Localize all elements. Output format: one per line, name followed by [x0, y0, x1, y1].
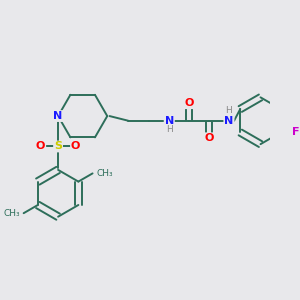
Text: O: O	[204, 133, 214, 143]
Text: N: N	[224, 116, 234, 126]
Text: N: N	[53, 111, 63, 121]
Text: F: F	[292, 128, 300, 137]
Text: H: H	[166, 125, 172, 134]
Text: CH₃: CH₃	[96, 169, 113, 178]
Text: CH₃: CH₃	[4, 209, 20, 218]
Text: O: O	[184, 98, 194, 108]
Text: H: H	[226, 106, 232, 116]
Text: S: S	[54, 142, 62, 152]
Text: O: O	[71, 142, 80, 152]
Text: N: N	[165, 116, 174, 126]
Text: O: O	[36, 142, 45, 152]
